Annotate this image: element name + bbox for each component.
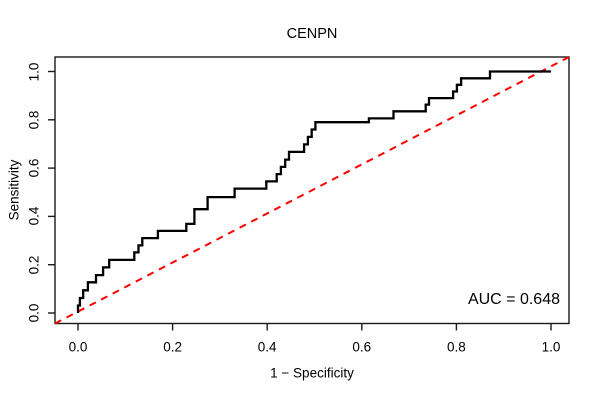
chart-title: CENPN xyxy=(286,26,338,42)
roc-curve xyxy=(76,70,551,313)
x-tick-label: 0.0 xyxy=(68,339,88,355)
x-tick-label: 0.4 xyxy=(257,339,277,355)
x-tick-label: 1.0 xyxy=(541,339,561,355)
auc-label: AUC = 0.648 xyxy=(467,291,560,308)
x-axis-title: 1 − Specificity xyxy=(270,365,354,381)
y-tick-label: 1.0 xyxy=(26,62,42,81)
y-tick-label: 0.6 xyxy=(26,158,42,178)
y-axis-title: Sensitivity xyxy=(6,159,22,221)
y-tick-label: 0.2 xyxy=(26,255,42,275)
x-tick-label: 0.2 xyxy=(163,339,182,355)
y-tick-label: 0.8 xyxy=(26,110,42,130)
x-tick-label: 0.6 xyxy=(352,339,372,355)
y-tick-label: 0.4 xyxy=(26,207,42,226)
y-tick-label: 0.0 xyxy=(26,303,42,323)
plot-frame xyxy=(54,56,570,325)
x-tick-label: 0.8 xyxy=(447,339,466,355)
diagonal-reference-line xyxy=(54,56,570,325)
